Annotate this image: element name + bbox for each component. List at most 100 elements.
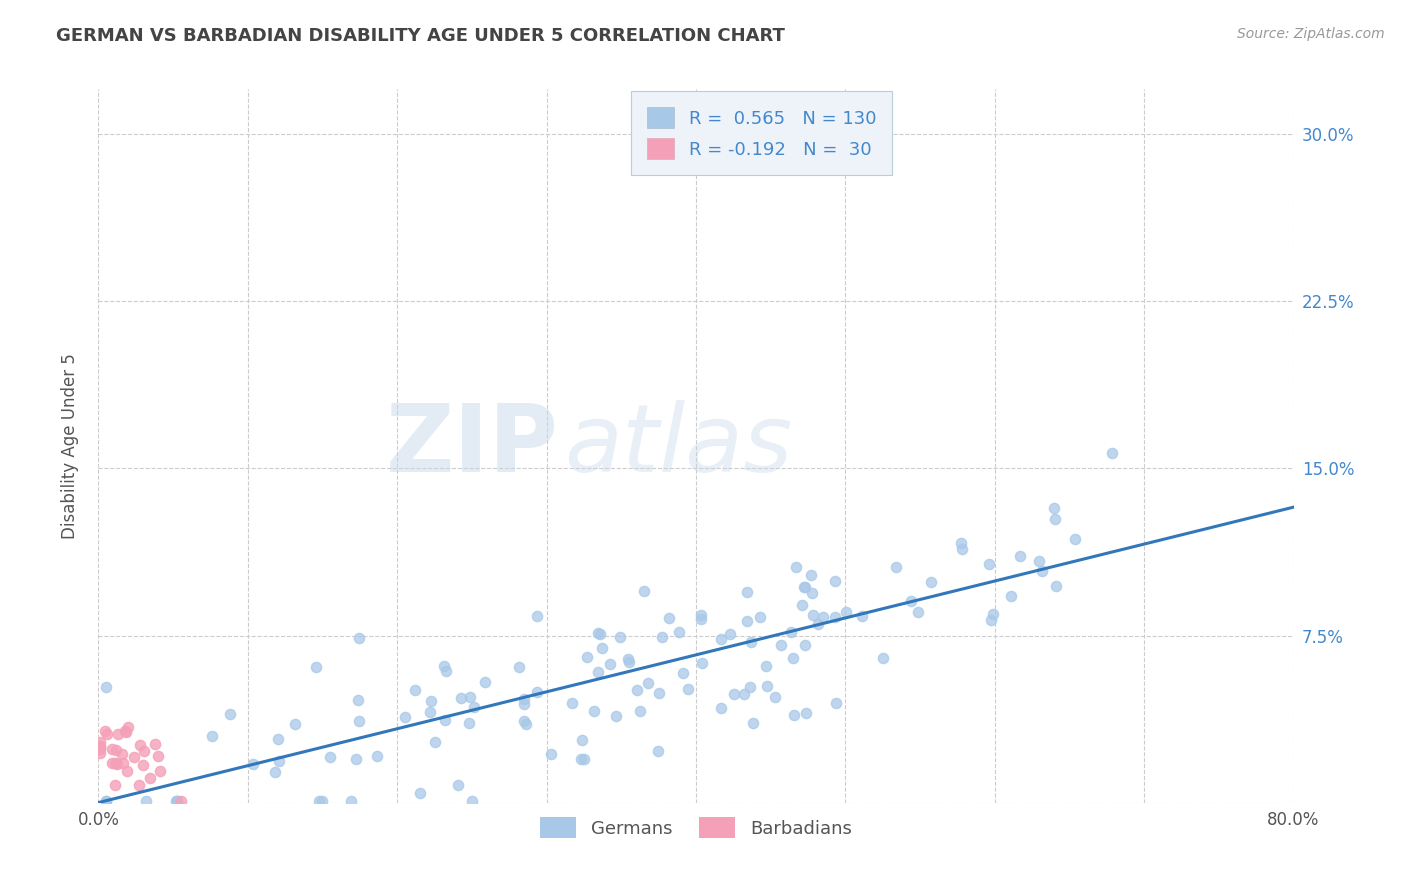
- Point: [146, 748, 169, 763]
- Point: [114, 723, 136, 738]
- Point: [626, 683, 648, 698]
- Point: [1031, 564, 1053, 578]
- Point: [115, 725, 138, 739]
- Point: [740, 634, 762, 648]
- Point: [633, 584, 655, 599]
- Point: [676, 682, 699, 697]
- Point: [526, 685, 548, 699]
- Point: [166, 794, 188, 808]
- Point: [824, 574, 846, 588]
- Point: [513, 692, 536, 706]
- Point: [94, 794, 117, 808]
- Point: [420, 694, 443, 708]
- Point: [1045, 579, 1067, 593]
- Point: [710, 632, 733, 646]
- Point: [755, 658, 778, 673]
- Point: [96, 727, 118, 741]
- Point: [409, 786, 432, 800]
- Point: [793, 580, 815, 594]
- Point: [723, 687, 745, 701]
- Point: [138, 772, 160, 786]
- Point: [344, 752, 367, 766]
- Point: [305, 660, 328, 674]
- Point: [128, 778, 150, 792]
- Point: [105, 743, 128, 757]
- Point: [588, 625, 610, 640]
- Point: [112, 756, 135, 771]
- Point: [366, 748, 388, 763]
- Point: [104, 778, 127, 792]
- Point: [769, 638, 792, 652]
- Point: [165, 794, 187, 808]
- Point: [93, 723, 115, 738]
- Point: [458, 690, 481, 704]
- Point: [89, 739, 111, 754]
- Point: [720, 627, 742, 641]
- Point: [148, 764, 170, 778]
- Point: [463, 699, 485, 714]
- Text: ZIP: ZIP: [385, 400, 558, 492]
- Point: [512, 714, 534, 729]
- Point: [782, 650, 804, 665]
- Point: [651, 630, 673, 644]
- Point: [794, 639, 817, 653]
- Point: [738, 681, 761, 695]
- Text: Source: ZipAtlas.com: Source: ZipAtlas.com: [1237, 27, 1385, 41]
- Point: [94, 794, 117, 808]
- Point: [668, 625, 690, 640]
- Point: [1008, 549, 1031, 563]
- Point: [690, 656, 713, 670]
- Point: [586, 665, 609, 679]
- Point: [920, 574, 942, 589]
- Point: [404, 683, 426, 698]
- Point: [950, 542, 973, 557]
- Point: [101, 742, 124, 756]
- Point: [733, 687, 755, 701]
- Point: [583, 704, 606, 718]
- Point: [269, 754, 291, 768]
- Point: [513, 697, 536, 711]
- Point: [134, 744, 156, 758]
- Point: [690, 612, 713, 626]
- Point: [790, 598, 813, 612]
- Point: [540, 747, 562, 762]
- Point: [526, 609, 548, 624]
- Point: [394, 710, 416, 724]
- Point: [748, 610, 770, 624]
- Point: [117, 720, 139, 734]
- Point: [872, 651, 894, 665]
- Point: [949, 536, 972, 550]
- Point: [574, 751, 596, 765]
- Legend: Germans, Barbadians: Germans, Barbadians: [531, 808, 860, 847]
- Point: [308, 794, 330, 808]
- Point: [284, 717, 307, 731]
- Text: GERMAN VS BARBADIAN DISABILITY AGE UNDER 5 CORRELATION CHART: GERMAN VS BARBADIAN DISABILITY AGE UNDER…: [56, 27, 785, 45]
- Point: [605, 709, 627, 723]
- Point: [741, 715, 763, 730]
- Point: [785, 560, 807, 574]
- Point: [267, 732, 290, 747]
- Point: [1000, 589, 1022, 603]
- Point: [433, 714, 456, 728]
- Point: [710, 701, 733, 715]
- Point: [122, 749, 145, 764]
- Point: [824, 610, 846, 624]
- Point: [105, 757, 128, 772]
- Point: [107, 727, 129, 741]
- Point: [1028, 554, 1050, 568]
- Point: [347, 714, 370, 728]
- Point: [166, 794, 188, 808]
- Point: [735, 615, 758, 629]
- Point: [94, 680, 117, 694]
- Point: [763, 690, 786, 704]
- Point: [800, 586, 823, 600]
- Point: [690, 608, 713, 623]
- Point: [980, 614, 1002, 628]
- Point: [219, 706, 242, 721]
- Point: [89, 746, 111, 760]
- Point: [782, 708, 804, 723]
- Point: [89, 740, 111, 755]
- Point: [143, 737, 166, 751]
- Point: [811, 610, 834, 624]
- Point: [801, 607, 824, 622]
